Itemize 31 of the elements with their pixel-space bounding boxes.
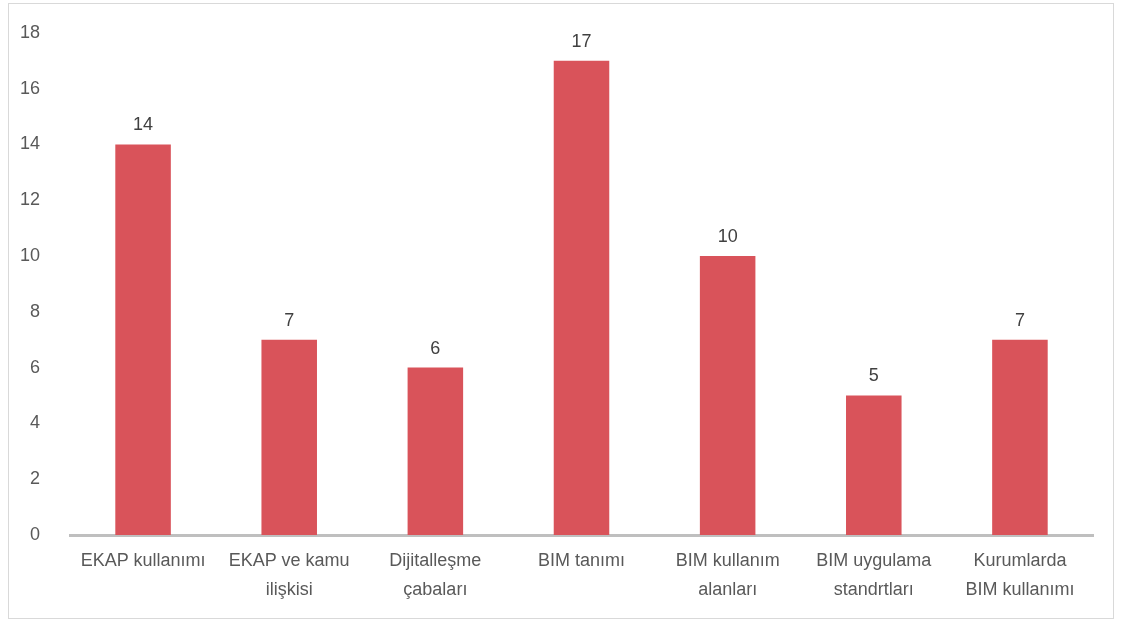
bar xyxy=(115,144,171,535)
data-label: 6 xyxy=(430,337,441,358)
y-tick-label: 2 xyxy=(29,468,40,489)
x-tick-label: EKAP ve kamu ilişkisi xyxy=(228,550,350,600)
y-tick-label: 4 xyxy=(29,412,40,433)
y-tick-label: 10 xyxy=(19,244,40,265)
y-tick-label: 18 xyxy=(19,21,40,42)
y-tick-label: 12 xyxy=(19,189,40,210)
bar xyxy=(261,339,317,535)
bar xyxy=(992,339,1048,535)
x-tick-label: EKAP kullanımı xyxy=(80,550,206,571)
x-tick-label: BIM kullanım alanları xyxy=(675,550,780,600)
data-label: 10 xyxy=(717,225,738,246)
bar xyxy=(699,256,756,535)
data-label: 14 xyxy=(133,114,154,135)
y-tick-label: 0 xyxy=(29,523,40,544)
data-label: 17 xyxy=(571,30,592,51)
x-tick-label: BIM uygulama standrtları xyxy=(816,550,933,600)
y-tick-label: 6 xyxy=(29,356,40,377)
data-label: 7 xyxy=(284,309,295,330)
y-tick-label: 8 xyxy=(29,300,40,321)
y-tick-label: 16 xyxy=(19,77,40,98)
x-tick-label: BIM tanımı xyxy=(537,550,626,571)
bar xyxy=(553,60,610,535)
x-tick-label: Kurumlarda BIM kullanımı xyxy=(965,550,1075,600)
x-tick-label: Dijitalleşme çabaları xyxy=(389,550,482,600)
y-tick-label: 14 xyxy=(19,133,40,154)
data-label: 5 xyxy=(868,365,879,386)
bar xyxy=(407,367,464,535)
data-label: 7 xyxy=(1014,309,1025,330)
bar xyxy=(846,395,902,535)
